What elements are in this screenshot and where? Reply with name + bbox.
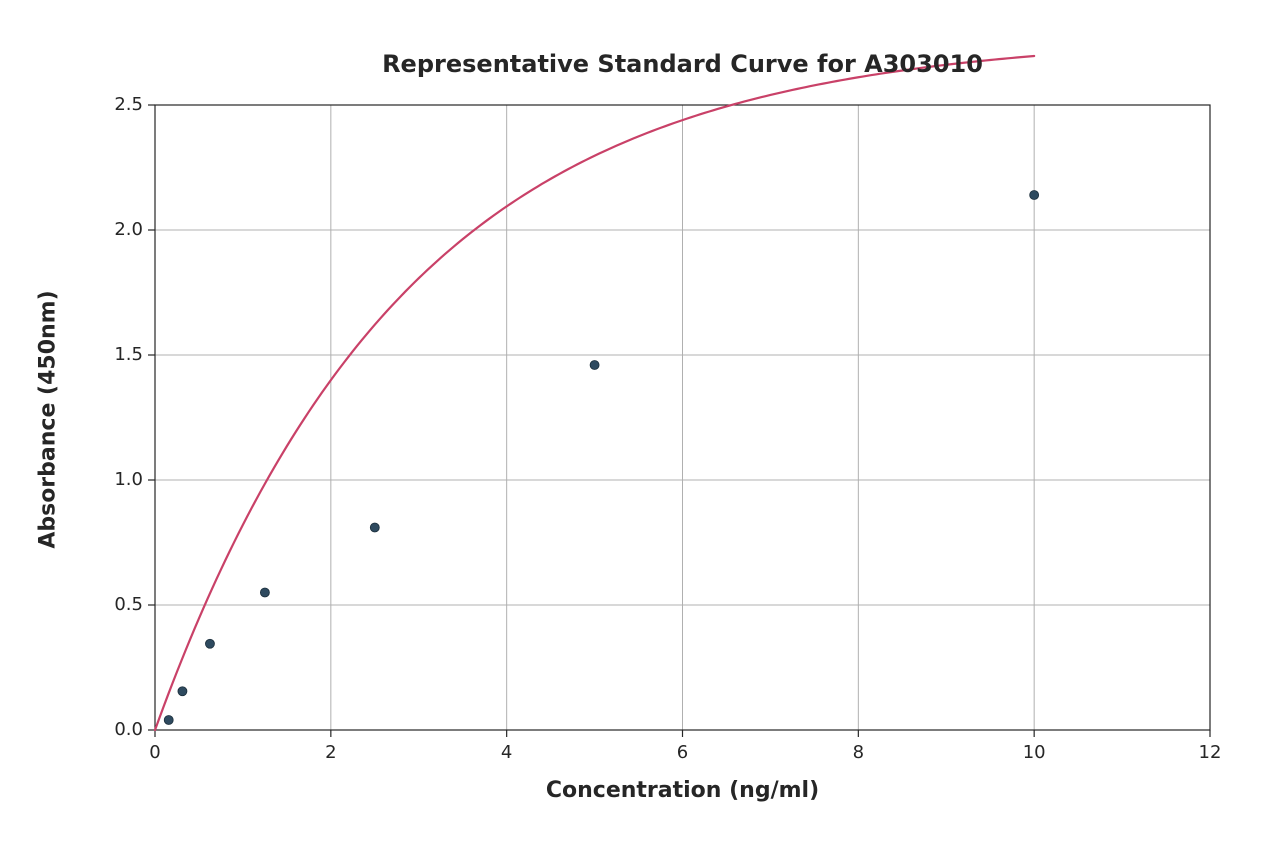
y-tick-label: 1.0 [114, 469, 143, 490]
y-tick-label: 0.5 [114, 594, 143, 615]
x-tick-label: 8 [828, 742, 888, 763]
data-point [164, 716, 173, 725]
data-point [1030, 191, 1039, 200]
x-tick-label: 4 [477, 742, 537, 763]
x-axis-label: Concentration (ng/ml) [155, 778, 1210, 803]
y-tick-label: 2.5 [114, 94, 143, 115]
y-axis-label: Absorbance (450nm) [36, 219, 61, 619]
y-tick-label: 1.5 [114, 344, 143, 365]
data-point [370, 523, 379, 532]
x-tick-label: 2 [301, 742, 361, 763]
chart-title: Representative Standard Curve for A30301… [155, 50, 1210, 78]
chart-container: Representative Standard Curve for A30301… [0, 0, 1280, 845]
x-tick-label: 6 [653, 742, 713, 763]
x-tick-label: 0 [125, 742, 185, 763]
y-tick-label: 0.0 [114, 719, 143, 740]
data-point [178, 687, 187, 696]
x-tick-label: 10 [1004, 742, 1064, 763]
data-point [260, 588, 269, 597]
x-tick-label: 12 [1180, 742, 1240, 763]
y-tick-label: 2.0 [114, 219, 143, 240]
data-point [590, 361, 599, 370]
data-point [205, 639, 214, 648]
chart-svg [0, 0, 1280, 845]
